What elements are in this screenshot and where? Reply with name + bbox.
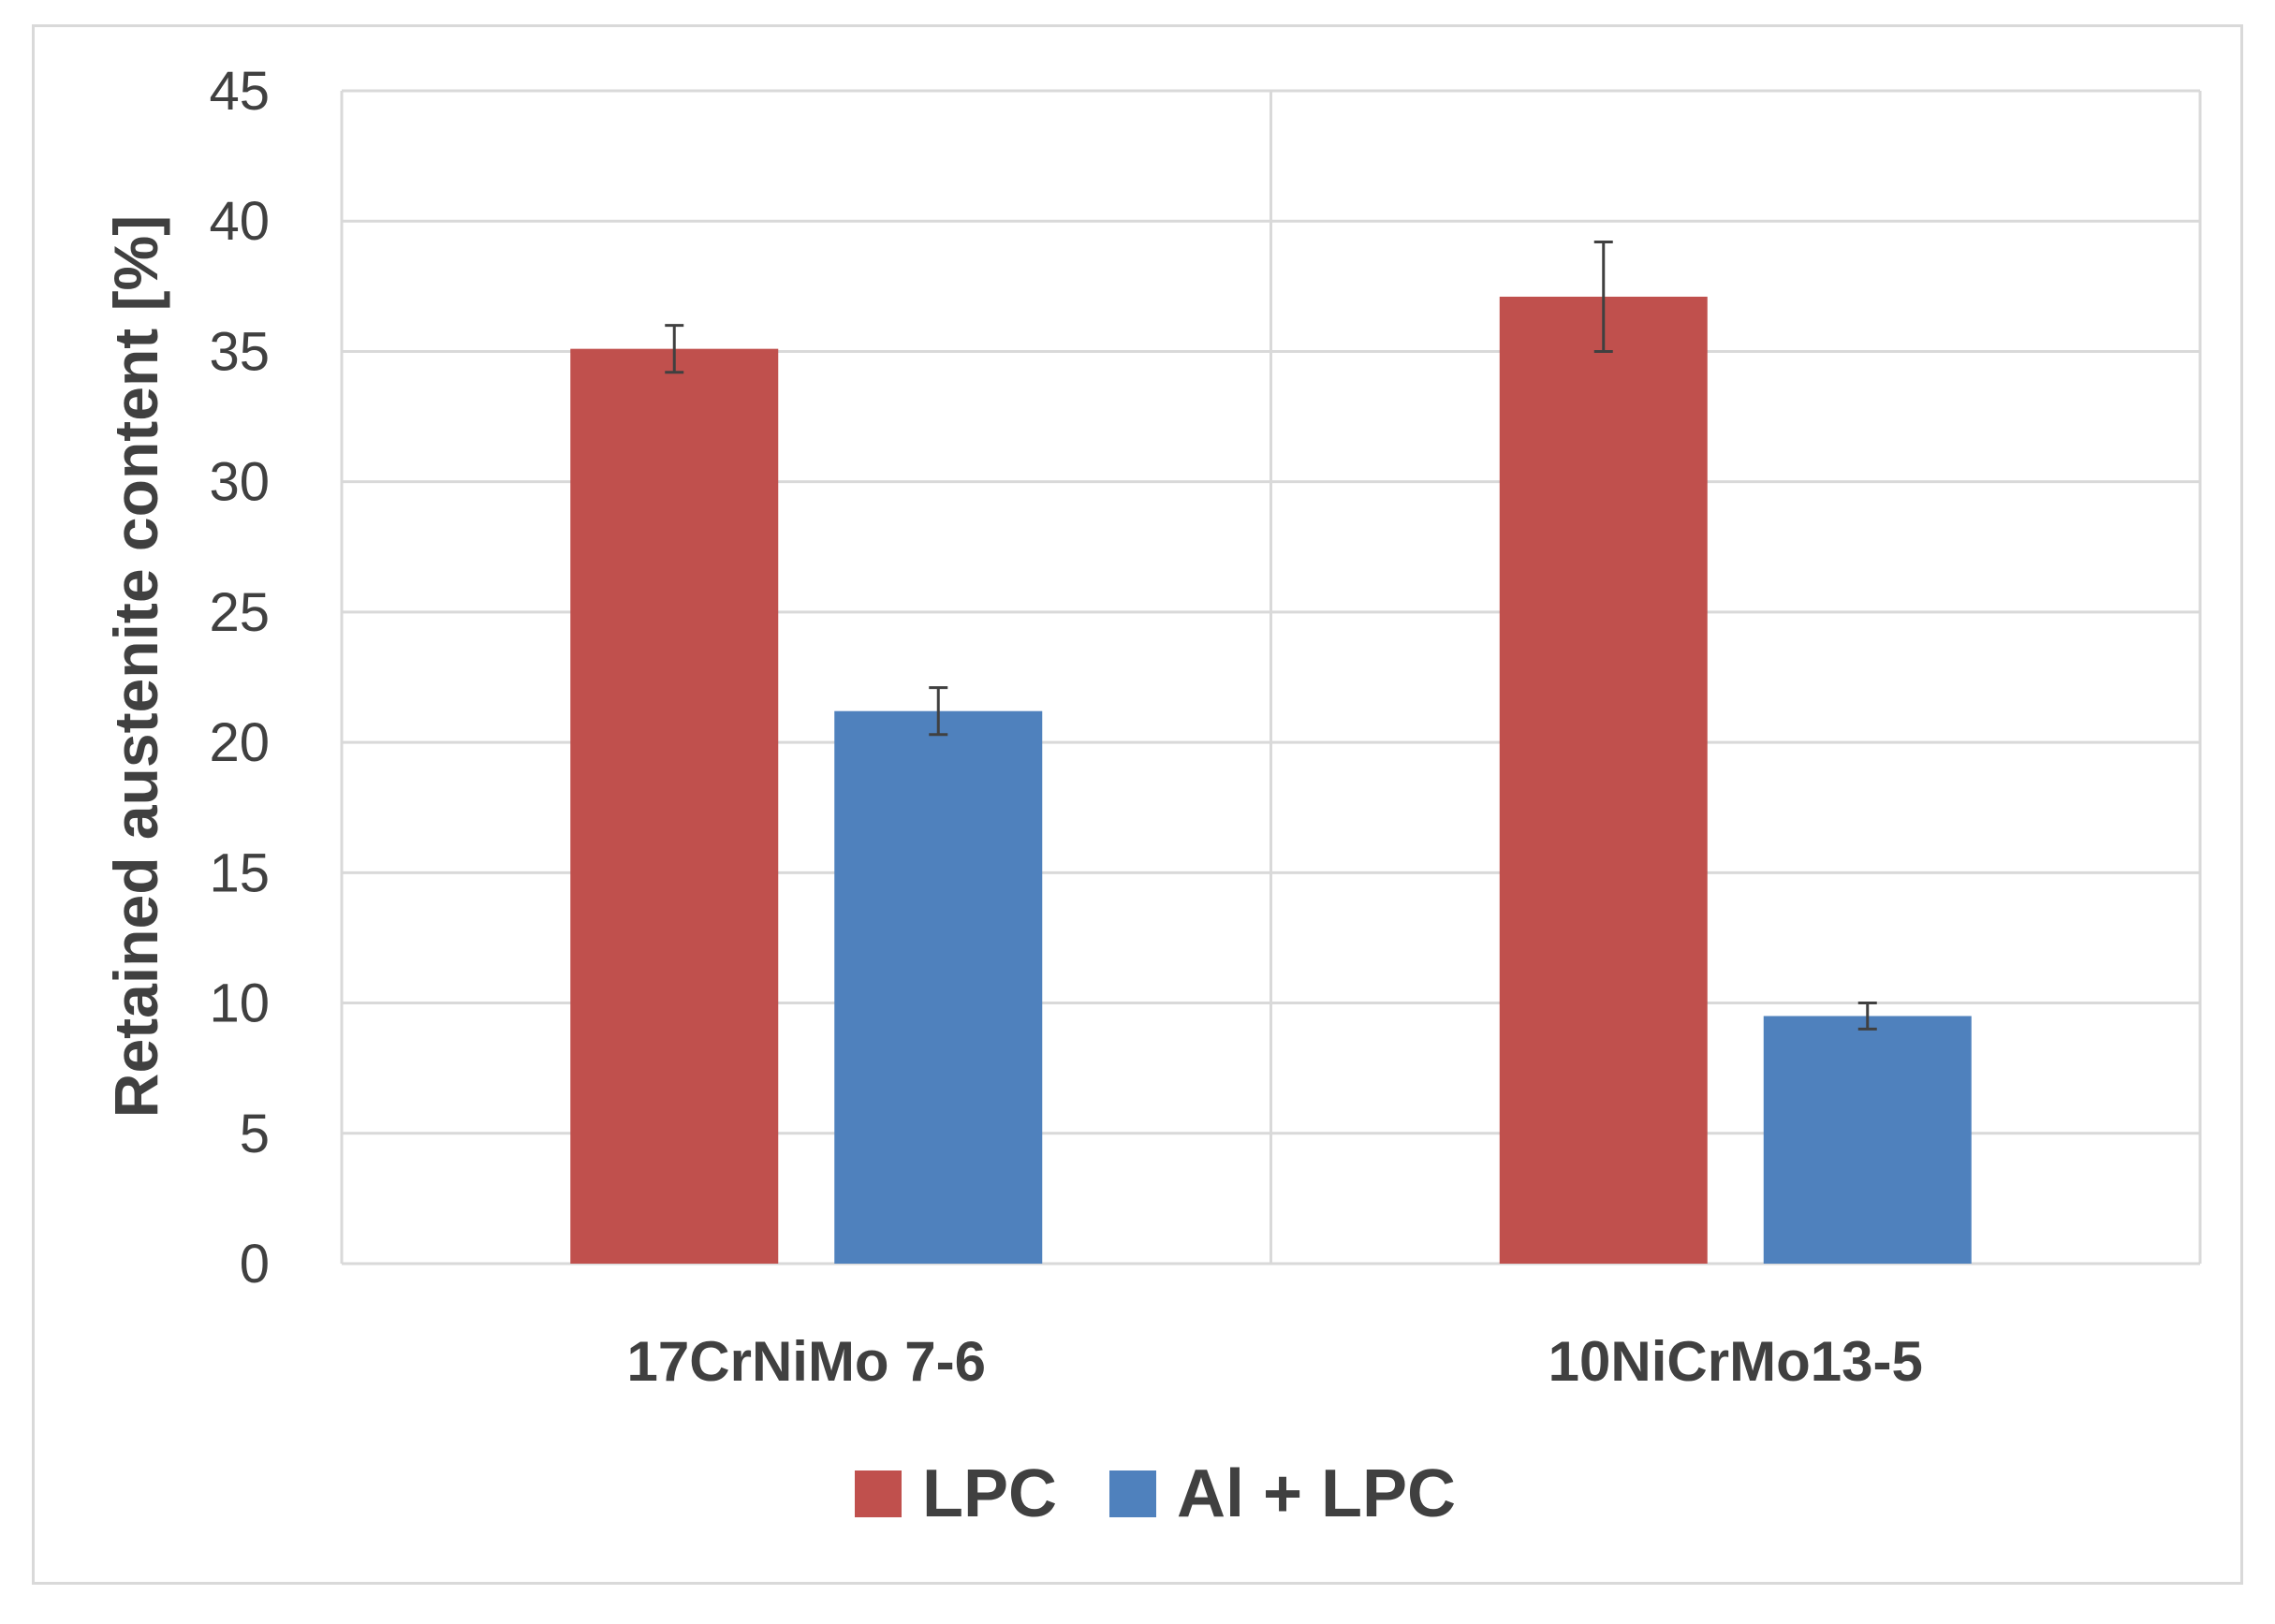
y-tick-labels: 0 5 10 15 20 25 30 35 40 45	[209, 61, 270, 1295]
y-tick-label: 45	[209, 61, 270, 122]
legend: LPC Al + LPC	[855, 1456, 1456, 1531]
bar-al-lpc	[1763, 1016, 1972, 1264]
legend-swatch	[855, 1470, 902, 1517]
chart-frame	[32, 24, 2243, 1585]
y-axis-label: Retained austenite content [%]	[101, 215, 170, 1118]
error-bar	[929, 686, 948, 737]
bar-lpc	[570, 348, 779, 1264]
y-tick-label: 20	[209, 712, 270, 773]
y-tick-label: 15	[209, 842, 270, 903]
bar-lpc	[1499, 296, 1708, 1265]
y-tick-label: 0	[240, 1234, 270, 1295]
error-bars	[665, 240, 1877, 1031]
y-tick-label: 5	[240, 1104, 270, 1164]
legend-swatch	[1109, 1470, 1156, 1517]
y-tick-label: 10	[209, 973, 270, 1034]
legend-label: Al + LPC	[1177, 1456, 1456, 1531]
error-bar	[1857, 1002, 1877, 1031]
y-tick-label: 30	[209, 452, 270, 513]
y-tick-label: 35	[209, 321, 270, 382]
legend-item: LPC	[855, 1456, 1057, 1531]
y-tick-label: 25	[209, 582, 270, 643]
error-bar	[1593, 240, 1613, 353]
x-category-label: 10NiCrMo13-5	[1548, 1330, 1923, 1393]
x-category-labels: 17CrNiMo 7-6 10NiCrMo13-5	[627, 1330, 1923, 1393]
bar-al-lpc	[834, 710, 1043, 1264]
legend-item: Al + LPC	[1109, 1456, 1456, 1531]
legend-label: LPC	[922, 1456, 1057, 1531]
bars	[570, 296, 1972, 1265]
error-bar	[665, 324, 684, 374]
x-category-label: 17CrNiMo 7-6	[627, 1330, 986, 1393]
y-tick-label: 40	[209, 191, 270, 252]
